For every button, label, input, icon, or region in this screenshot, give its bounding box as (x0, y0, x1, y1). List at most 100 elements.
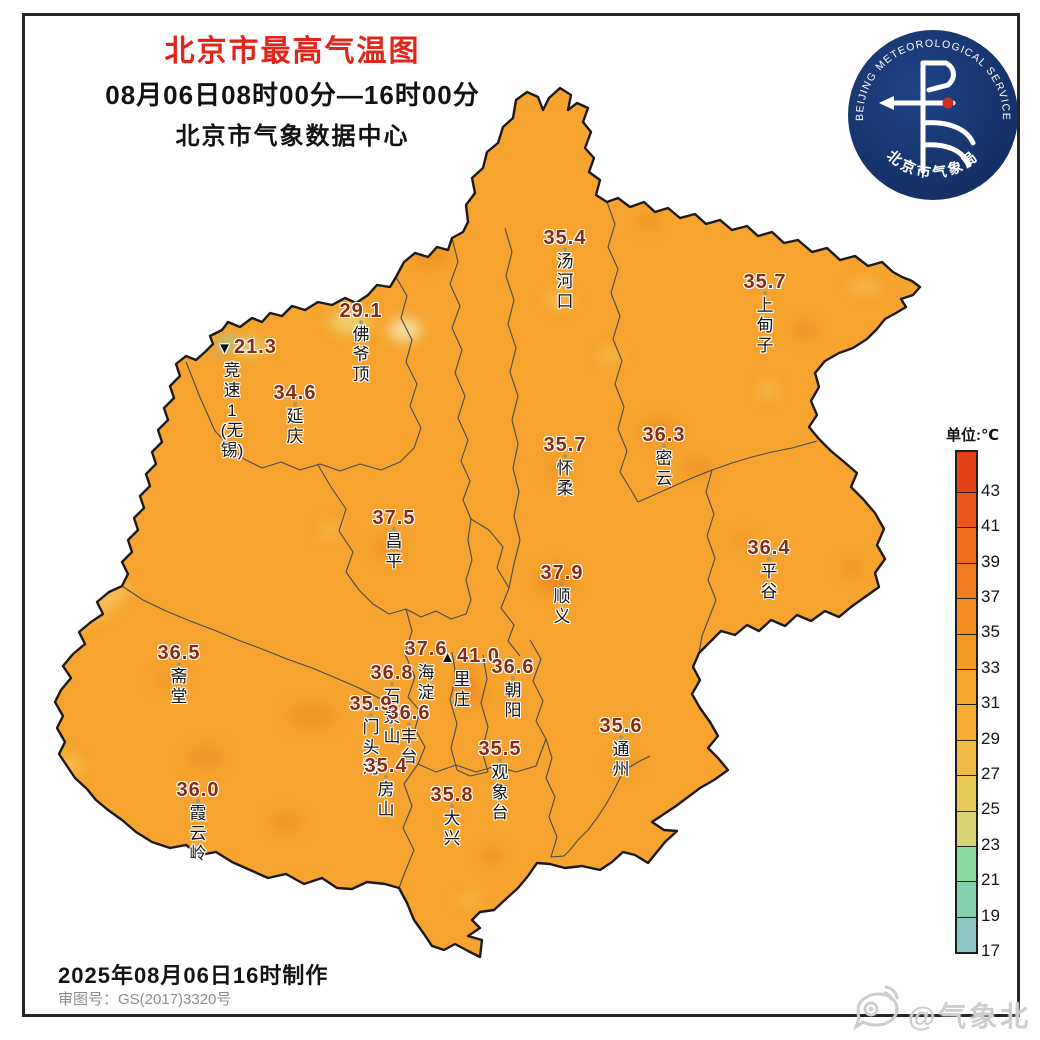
station-dot (359, 320, 363, 324)
tick-label: 29 (981, 729, 1000, 748)
time-period: 08月06日08时00分—16时00分 (105, 80, 480, 110)
station-name: 房山 (377, 780, 395, 819)
min-temp-marker-icon: ▼ (217, 340, 233, 357)
station-name: 丰台 (400, 727, 418, 766)
station-temp: 36.4 (747, 537, 791, 559)
colorbar-segment (957, 845, 976, 882)
station-dot (511, 676, 515, 680)
tick-label: 35 (981, 622, 1000, 641)
station-name: 竞速1 (无锡) (220, 361, 244, 460)
station-name: 昌平 (385, 532, 403, 571)
weibo-icon (853, 985, 899, 1031)
colorbar-segment (957, 775, 976, 811)
colorbar-segment (957, 562, 976, 599)
station-temp: 34.6 (273, 382, 317, 404)
station-dot (384, 775, 388, 779)
colorbar-segment (957, 668, 976, 705)
station-dot (407, 722, 411, 726)
district-boundaries (121, 201, 818, 889)
station-temp: 36.5 (157, 642, 201, 664)
station-name: 门头沟 (362, 718, 380, 777)
station-temp: 37.6 (404, 638, 448, 660)
station-temp: 35.8 (430, 784, 474, 806)
station-temp: 36.6 (491, 656, 535, 678)
station-dot (177, 662, 181, 666)
map-approval-number: 审图号：GS(2017)3320号 (58, 991, 232, 1008)
station-dot (563, 247, 567, 251)
station-name: 观象台 (491, 763, 509, 822)
tick-label: 19 (981, 906, 1000, 925)
colorbar-segment (957, 598, 976, 634)
station-temp: 29.1 (339, 300, 383, 322)
station-name: 通州 (612, 740, 630, 779)
station-dot (196, 799, 200, 803)
station-name: 佛爷顶 (352, 325, 370, 384)
tick-label: 23 (981, 835, 1000, 854)
station-name: 汤河口 (556, 252, 574, 311)
colorbar-segment (957, 704, 976, 740)
station-temp: ▲41.0 (440, 645, 500, 668)
logo-red-dot (942, 97, 954, 109)
station-temp: 37.5 (372, 507, 416, 529)
tick-label: 39 (981, 552, 1000, 571)
station-temp-value: 21.3 (233, 336, 277, 358)
station-temp: 35.7 (543, 434, 587, 456)
legend-unit-label: 单位:℃ (946, 427, 1000, 444)
station-temp: 36.6 (387, 702, 431, 724)
page-title: 北京市最高气温图 (164, 35, 421, 68)
station-dot (763, 291, 767, 295)
station-temp: 36.8 (370, 662, 414, 684)
station-dot (293, 402, 297, 406)
station-name: 顺义 (553, 587, 571, 626)
station-dot (662, 444, 666, 448)
tick-label: 17 (981, 941, 1000, 960)
station-dot (369, 713, 373, 717)
tick-label: 25 (981, 799, 1000, 818)
station-temp: ▼21.3 (217, 336, 277, 359)
tick-label: 21 (981, 870, 1000, 889)
colorbar-segment (957, 452, 976, 492)
station-name: 朝阳 (504, 681, 522, 720)
tick-label: 27 (981, 764, 1000, 783)
colorbar-segment (957, 633, 976, 669)
station-dot (390, 682, 394, 686)
colorbar-segment (957, 810, 976, 846)
station-temp: 37.9 (540, 562, 584, 584)
station-dot (767, 557, 771, 561)
colorbar-segment (957, 916, 976, 952)
station-temp: 35.4 (364, 755, 408, 777)
colorbar-segment (957, 739, 976, 776)
station-temp: 35.5 (478, 738, 522, 760)
station-dot (498, 758, 502, 762)
beijing-meteorological-service-logo: BEIJING METEOROLOGICAL SERVICE 北京市气象局 (848, 30, 1018, 200)
data-source: 北京市气象数据中心 (175, 123, 410, 150)
watermark-handle: @气象北京 (908, 1001, 1032, 1032)
station-name: 斋堂 (170, 667, 188, 706)
tick-label: 31 (981, 693, 1000, 712)
station-name: 平谷 (760, 562, 778, 601)
temperature-colorbar (955, 450, 978, 954)
tick-label: 43 (981, 481, 1000, 500)
station-name: 怀柔 (556, 459, 574, 498)
station-name: 延庆 (286, 407, 304, 446)
map-header: 北京市最高气温图 08月06日08时00分—16时00分 北京市气象数据中心 (95, 26, 490, 151)
station-name: 石景山 (383, 687, 401, 746)
colorbar-segment (957, 527, 976, 563)
station-name: 上甸子 (756, 296, 774, 355)
station-temp: 35.6 (599, 715, 643, 737)
colorbar-segment (957, 881, 976, 917)
tick-label: 37 (981, 587, 1000, 606)
station-name: 霞云岭 (189, 804, 207, 863)
station-temp: 35.4 (543, 227, 587, 249)
station-dot (563, 454, 567, 458)
station-temp: 35.9 (349, 693, 393, 715)
station-name: 大兴 (443, 809, 461, 848)
temperature-shading (55, 214, 879, 907)
tick-label: 33 (981, 658, 1000, 677)
station-dot (619, 735, 623, 739)
production-time: 2025年08月06日16时制作 (58, 963, 329, 988)
station-name: 密云 (655, 449, 673, 488)
